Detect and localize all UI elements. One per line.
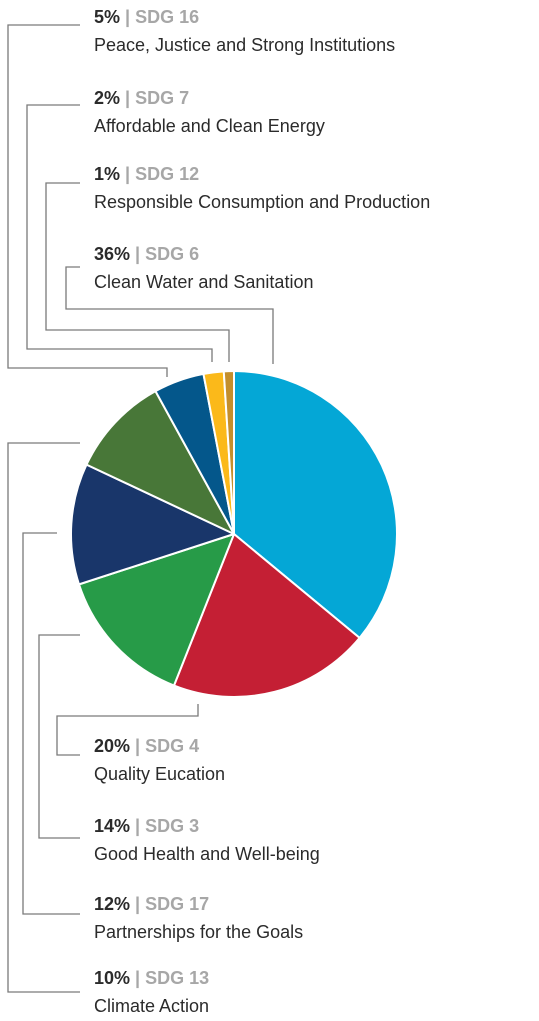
label-sdg-4: 20% | SDG 4 Quality Eucation <box>94 735 225 785</box>
separator: | <box>135 968 141 988</box>
leader-line-sdg-4 <box>56 704 199 756</box>
name-sdg-16: Peace, Justice and Strong Institutions <box>94 35 396 55</box>
leader-line-sdg-12 <box>45 182 230 362</box>
pct-sdg-16: 5% <box>94 7 121 27</box>
separator: | <box>125 164 131 184</box>
code-sdg-16: SDG 16 <box>135 7 200 27</box>
leader-line-sdg-16 <box>7 24 168 377</box>
name-sdg-17: Partnerships for the Goals <box>94 922 304 942</box>
pct-sdg-13: 10% <box>94 968 131 988</box>
leader-line-sdg-7 <box>26 104 213 362</box>
pct-sdg-17: 12% <box>94 894 131 914</box>
label-sdg-17: 12% | SDG 17 Partnerships for the Goals <box>94 893 303 943</box>
leader-line-sdg-6 <box>65 266 274 364</box>
pie-slice-sdg-12 <box>222 369 235 535</box>
separator: | <box>125 88 131 108</box>
pct-sdg-12: 1% <box>94 164 121 184</box>
code-sdg-17: SDG 17 <box>145 894 210 914</box>
code-sdg-7: SDG 7 <box>135 88 190 108</box>
code-sdg-4: SDG 4 <box>145 736 200 756</box>
separator: | <box>135 816 141 836</box>
label-sdg-7: 2% | SDG 7 Affordable and Clean Energy <box>94 87 325 137</box>
code-sdg-12: SDG 12 <box>135 164 200 184</box>
separator: | <box>125 7 131 27</box>
name-sdg-4: Quality Eucation <box>94 764 226 784</box>
separator: | <box>135 894 141 914</box>
name-sdg-6: Clean Water and Sanitation <box>94 272 314 292</box>
code-sdg-3: SDG 3 <box>145 816 200 836</box>
name-sdg-3: Good Health and Well-being <box>94 844 320 864</box>
label-sdg-13: 10% | SDG 13 Climate Action <box>94 967 209 1017</box>
label-sdg-3: 14% | SDG 3 Good Health and Well-being <box>94 815 320 865</box>
label-sdg-12: 1% | SDG 12 Responsible Consumption and … <box>94 163 430 213</box>
code-sdg-13: SDG 13 <box>145 968 210 988</box>
pie-slice-sdg-17 <box>70 463 235 586</box>
leader-line-sdg-17 <box>22 532 80 915</box>
pct-sdg-3: 14% <box>94 816 131 836</box>
name-sdg-7: Affordable and Clean Energy <box>94 116 325 136</box>
pie-slice-sdg-4 <box>173 533 361 698</box>
leader-line-sdg-13 <box>7 442 80 993</box>
pie-slice-sdg-6 <box>233 370 398 639</box>
separator: | <box>135 736 141 756</box>
label-sdg-16: 5% | SDG 16 Peace, Justice and Strong In… <box>94 6 395 56</box>
leader-line-sdg-3 <box>38 634 80 839</box>
code-sdg-6: SDG 6 <box>145 244 200 264</box>
pie-slice-sdg-13 <box>85 390 235 535</box>
pct-sdg-6: 36% <box>94 244 131 264</box>
name-sdg-12: Responsible Consumption and Production <box>94 192 431 212</box>
separator: | <box>135 244 141 264</box>
pct-sdg-7: 2% <box>94 88 121 108</box>
pct-sdg-4: 20% <box>94 736 131 756</box>
name-sdg-13: Climate Action <box>94 996 210 1016</box>
label-sdg-6: 36% | SDG 6 Clean Water and Sanitation <box>94 243 313 293</box>
